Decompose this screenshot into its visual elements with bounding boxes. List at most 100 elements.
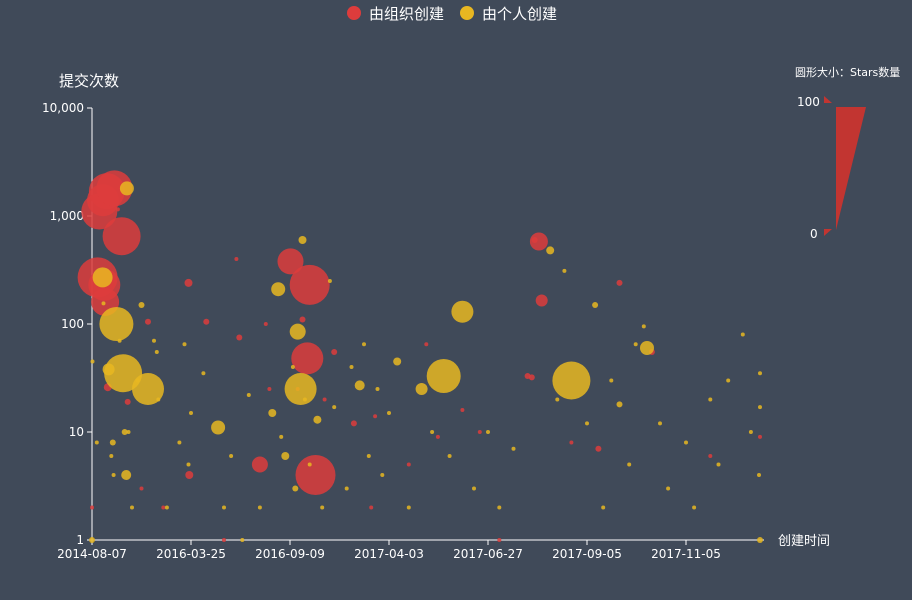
org-point[interactable] bbox=[251, 456, 268, 473]
legend[interactable]: 由组织创建 由个人创建 bbox=[347, 5, 557, 23]
org-point[interactable] bbox=[350, 420, 357, 427]
personal-point[interactable] bbox=[546, 246, 555, 255]
personal-point[interactable] bbox=[393, 357, 402, 366]
personal-point[interactable] bbox=[616, 401, 623, 408]
personal-point[interactable] bbox=[104, 354, 143, 393]
personal-point[interactable] bbox=[130, 505, 134, 510]
personal-point[interactable] bbox=[284, 373, 317, 405]
org-point[interactable] bbox=[435, 434, 440, 439]
org-point[interactable] bbox=[535, 294, 548, 307]
personal-point[interactable] bbox=[511, 446, 516, 451]
personal-point[interactable] bbox=[154, 350, 159, 354]
legend-item-personal[interactable]: 由个人创建 bbox=[460, 5, 557, 23]
personal-point[interactable] bbox=[302, 397, 307, 402]
org-point[interactable] bbox=[139, 486, 144, 491]
personal-point[interactable] bbox=[117, 338, 122, 343]
personal-point[interactable] bbox=[111, 473, 116, 477]
personal-point[interactable] bbox=[290, 365, 295, 369]
personal-point[interactable] bbox=[552, 361, 591, 400]
org-point[interactable] bbox=[263, 322, 268, 326]
personal-point[interactable] bbox=[366, 454, 371, 458]
personal-point[interactable] bbox=[189, 411, 193, 415]
personal-point[interactable] bbox=[186, 462, 191, 467]
size-legend-bar[interactable] bbox=[836, 107, 866, 230]
personal-point[interactable] bbox=[633, 342, 638, 347]
personal-point[interactable] bbox=[109, 439, 116, 446]
personal-point[interactable] bbox=[716, 462, 721, 467]
org-point[interactable] bbox=[497, 538, 502, 542]
personal-point[interactable] bbox=[451, 300, 474, 323]
org-point[interactable] bbox=[277, 248, 304, 275]
personal-point[interactable] bbox=[89, 537, 95, 543]
personal-point[interactable] bbox=[99, 307, 134, 341]
org-point[interactable] bbox=[708, 454, 713, 458]
personal-point[interactable] bbox=[380, 473, 385, 477]
org-point[interactable] bbox=[595, 445, 602, 452]
org-point[interactable] bbox=[369, 505, 374, 510]
org-point[interactable] bbox=[145, 318, 151, 325]
personal-point[interactable] bbox=[406, 505, 411, 510]
personal-point[interactable] bbox=[708, 397, 713, 402]
legend-item-org[interactable]: 由组织创建 bbox=[347, 5, 444, 23]
personal-point[interactable] bbox=[201, 371, 206, 376]
personal-point[interactable] bbox=[757, 473, 761, 477]
personal-point[interactable] bbox=[472, 486, 476, 491]
personal-point[interactable] bbox=[641, 324, 646, 329]
personal-point[interactable] bbox=[609, 378, 614, 383]
personal-point[interactable] bbox=[279, 434, 284, 439]
personal-point[interactable] bbox=[726, 378, 731, 383]
personal-point[interactable] bbox=[349, 365, 354, 369]
size-legend-handle-min[interactable] bbox=[824, 229, 832, 236]
org-point[interactable] bbox=[124, 398, 131, 405]
personal-point[interactable] bbox=[211, 420, 226, 435]
personal-point[interactable] bbox=[121, 470, 132, 480]
org-point[interactable] bbox=[115, 207, 120, 212]
personal-point[interactable] bbox=[601, 505, 606, 510]
org-point[interactable] bbox=[331, 349, 338, 355]
personal-point[interactable] bbox=[307, 462, 312, 467]
org-point[interactable] bbox=[758, 434, 762, 439]
personal-point[interactable] bbox=[92, 267, 113, 288]
personal-point[interactable] bbox=[152, 338, 156, 343]
personal-point[interactable] bbox=[281, 452, 290, 460]
personal-point[interactable] bbox=[740, 332, 745, 337]
personal-point[interactable] bbox=[121, 429, 128, 435]
personal-point[interactable] bbox=[447, 454, 452, 458]
personal-point[interactable] bbox=[94, 440, 99, 445]
personal-point[interactable] bbox=[426, 359, 461, 393]
personal-point[interactable] bbox=[257, 505, 262, 510]
org-point[interactable] bbox=[267, 387, 272, 391]
personal-point[interactable] bbox=[585, 421, 589, 426]
personal-point[interactable] bbox=[375, 387, 380, 391]
personal-point[interactable] bbox=[101, 301, 106, 306]
personal-point[interactable] bbox=[748, 430, 753, 434]
org-point[interactable] bbox=[222, 538, 226, 542]
personal-point[interactable] bbox=[271, 282, 286, 297]
org-point[interactable] bbox=[529, 232, 548, 251]
org-point[interactable] bbox=[185, 471, 194, 479]
personal-point[interactable] bbox=[240, 538, 245, 542]
org-point[interactable] bbox=[322, 397, 327, 402]
org-point[interactable] bbox=[299, 316, 306, 323]
personal-point[interactable] bbox=[109, 454, 114, 458]
personal-point[interactable] bbox=[486, 430, 490, 434]
personal-point[interactable] bbox=[320, 505, 325, 510]
org-point[interactable] bbox=[569, 440, 574, 445]
personal-point[interactable] bbox=[292, 485, 299, 492]
org-point[interactable] bbox=[102, 217, 141, 256]
personal-point[interactable] bbox=[313, 415, 322, 424]
size-legend-handle-max[interactable] bbox=[824, 96, 832, 103]
personal-point[interactable] bbox=[354, 380, 365, 391]
org-point[interactable] bbox=[406, 462, 411, 467]
personal-point[interactable] bbox=[132, 373, 164, 405]
personal-point[interactable] bbox=[684, 440, 688, 445]
personal-point[interactable] bbox=[415, 383, 428, 395]
personal-point[interactable] bbox=[758, 405, 762, 410]
size-legend[interactable]: 圆形大小：Stars数量 100 0 bbox=[795, 65, 900, 241]
personal-point[interactable] bbox=[555, 397, 560, 402]
org-point[interactable] bbox=[184, 278, 193, 287]
personal-point[interactable] bbox=[222, 505, 226, 510]
org-point[interactable] bbox=[234, 257, 239, 261]
personal-point[interactable] bbox=[757, 537, 763, 543]
personal-point[interactable] bbox=[592, 302, 599, 308]
